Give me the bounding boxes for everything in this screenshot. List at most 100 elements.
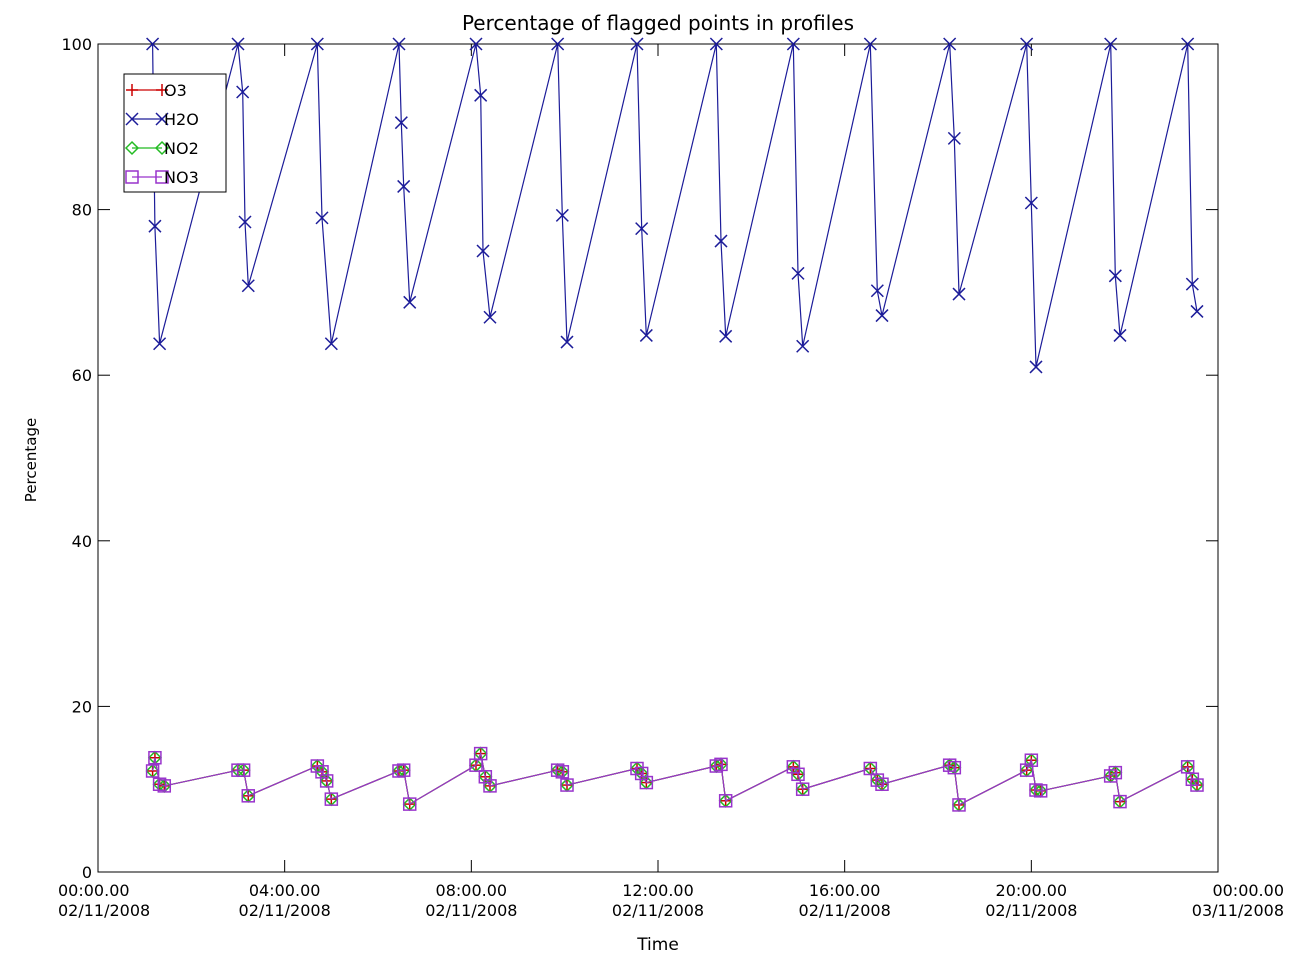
data-point-h2o (1020, 37, 1034, 51)
data-point-h2o (875, 309, 889, 323)
x-tick-time-label: 12:00.00 (622, 881, 694, 900)
data-point-h2o (315, 211, 329, 225)
data-point-no3 (952, 798, 966, 812)
x-tick-date-label: 02/11/2008 (425, 901, 517, 920)
data-point-h2o (796, 339, 810, 353)
data-point-h2o (943, 37, 957, 51)
data-point-no3 (148, 750, 162, 765)
data-point-no3 (555, 765, 570, 779)
y-axis-ticks: 0 20 40 60 80 100 (61, 35, 1218, 882)
data-point-h2o (560, 335, 574, 349)
data-point-no3 (870, 773, 885, 787)
x-axis-label: Time (636, 935, 679, 955)
data-point-h2o (1024, 196, 1038, 210)
x-tick-date-label: 02/11/2008 (799, 901, 891, 920)
legend: O3 H2O NO2 NO3 (123, 73, 227, 193)
series-no2 (145, 746, 1205, 812)
data-point-h2o (483, 310, 497, 324)
data-point-h2o (1190, 304, 1204, 318)
legend-label: O3 (164, 81, 187, 100)
data-point-h2o (709, 37, 723, 51)
data-point-no3 (152, 777, 167, 791)
data-point-no3 (402, 797, 417, 811)
series-line-no3 (152, 751, 1198, 806)
x-tick-time-label: 08:00.00 (436, 881, 508, 900)
legend-label: NO2 (164, 139, 199, 158)
data-point-h2o (786, 37, 800, 51)
data-point-h2o (153, 337, 167, 351)
data-point-no3 (1103, 769, 1118, 783)
data-point-h2o (238, 215, 252, 229)
series-h2o (146, 37, 1204, 374)
y-axis-label: Percentage (22, 418, 40, 502)
data-point-no3 (157, 779, 172, 793)
data-point-no3 (315, 765, 329, 779)
data-point-h2o (630, 37, 644, 51)
legend-marker (126, 84, 138, 96)
data-point-no3 (1033, 784, 1048, 798)
data-point-no3 (324, 792, 339, 806)
data-point-no3 (1190, 778, 1204, 792)
data-point-no3 (473, 746, 488, 761)
data-point-no3 (483, 779, 497, 793)
data-point-h2o (474, 88, 488, 102)
data-point-h2o (870, 284, 884, 298)
legend-marker (124, 140, 140, 156)
legend-item-no2: NO2 (124, 139, 199, 158)
x-tick-time-label: 20:00.00 (996, 881, 1068, 900)
data-point-no3 (392, 764, 406, 778)
data-point-h2o (551, 37, 565, 51)
data-point-h2o (397, 179, 411, 193)
data-point-no3 (875, 777, 889, 791)
data-point-h2o (719, 329, 733, 343)
x-tick-date-label: 02/11/2008 (239, 901, 331, 920)
data-point-h2o (791, 266, 805, 280)
legend-item-no3: NO3 (125, 168, 199, 187)
data-point-h2o (863, 37, 877, 51)
data-point-no3 (718, 794, 733, 808)
data-point-h2o (241, 279, 255, 293)
data-point-no3 (791, 767, 805, 782)
data-point-no3 (560, 778, 574, 792)
x-tick-time-label: 04:00.00 (249, 881, 321, 900)
x-tick-time-label: 16:00.00 (809, 881, 881, 900)
data-point-h2o (236, 85, 250, 99)
x-tick-date-label: 02/11/2008 (612, 901, 704, 920)
data-point-h2o (392, 37, 406, 51)
data-point-no3 (634, 766, 649, 781)
data-point-h2o (310, 37, 324, 51)
legend-box (123, 73, 227, 193)
data-point-no3 (630, 761, 644, 776)
data-point-no3 (478, 770, 493, 784)
data-point-no3 (1113, 794, 1127, 809)
data-point-h2o (324, 337, 338, 351)
data-point-no3 (786, 760, 801, 774)
plot-frame (97, 43, 1219, 873)
legend-marker (155, 170, 169, 184)
y-tick-label: 60 (72, 366, 92, 385)
x-tick-time-label: 00:00.00 (1212, 881, 1284, 900)
x-tick-time-label: 00:00.00 (58, 881, 130, 900)
legend-marker (156, 84, 168, 96)
data-point-no3 (714, 757, 728, 772)
y-tick-label: 100 (61, 35, 92, 54)
data-point-no3 (241, 789, 256, 803)
data-point-h2o (947, 131, 961, 145)
legend-label: NO3 (164, 168, 199, 187)
y-tick-label: 40 (72, 532, 92, 551)
x-tick-date-label: 02/11/2008 (985, 901, 1077, 920)
data-point-h2o (476, 244, 490, 258)
data-point-no3 (947, 760, 962, 775)
data-point-no3 (709, 759, 724, 773)
data-point-h2o (639, 328, 653, 342)
data-point-h2o (1029, 360, 1043, 374)
data-point-h2o (714, 234, 728, 248)
data-point-h2o (635, 222, 649, 236)
data-point-h2o (403, 295, 417, 309)
data-point-no3 (1019, 763, 1034, 777)
legend-item-h2o: H2O (125, 110, 199, 129)
data-point-h2o (952, 287, 966, 301)
legend-marker (125, 112, 139, 126)
x-tick-date-label: 03/11/2008 (1192, 901, 1284, 920)
